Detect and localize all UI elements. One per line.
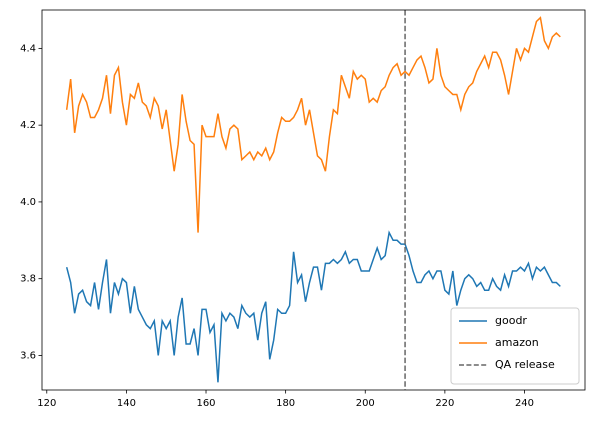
line-series xyxy=(65,230,561,383)
y-tick-label: 3.6 xyxy=(20,350,36,361)
x-tick-label: 120 xyxy=(37,398,56,409)
legend-label: QA release xyxy=(495,358,555,371)
x-tick-label: 220 xyxy=(435,398,454,409)
x-tick-label: 180 xyxy=(276,398,295,409)
x-tick-label: 240 xyxy=(515,398,534,409)
y-tick-label: 4.0 xyxy=(20,197,36,208)
y-tick-label: 4.2 xyxy=(20,120,36,131)
x-tick-label: 160 xyxy=(196,398,215,409)
y-tick-label: 3.8 xyxy=(20,274,36,285)
y-tick-label: 4.4 xyxy=(20,43,36,54)
plot-frame xyxy=(41,9,586,391)
line-series xyxy=(65,16,561,233)
legend-label: goodr xyxy=(495,314,527,327)
legend-label: amazon xyxy=(495,336,539,349)
x-tick-label: 140 xyxy=(117,398,136,409)
x-tick-label: 200 xyxy=(356,398,375,409)
